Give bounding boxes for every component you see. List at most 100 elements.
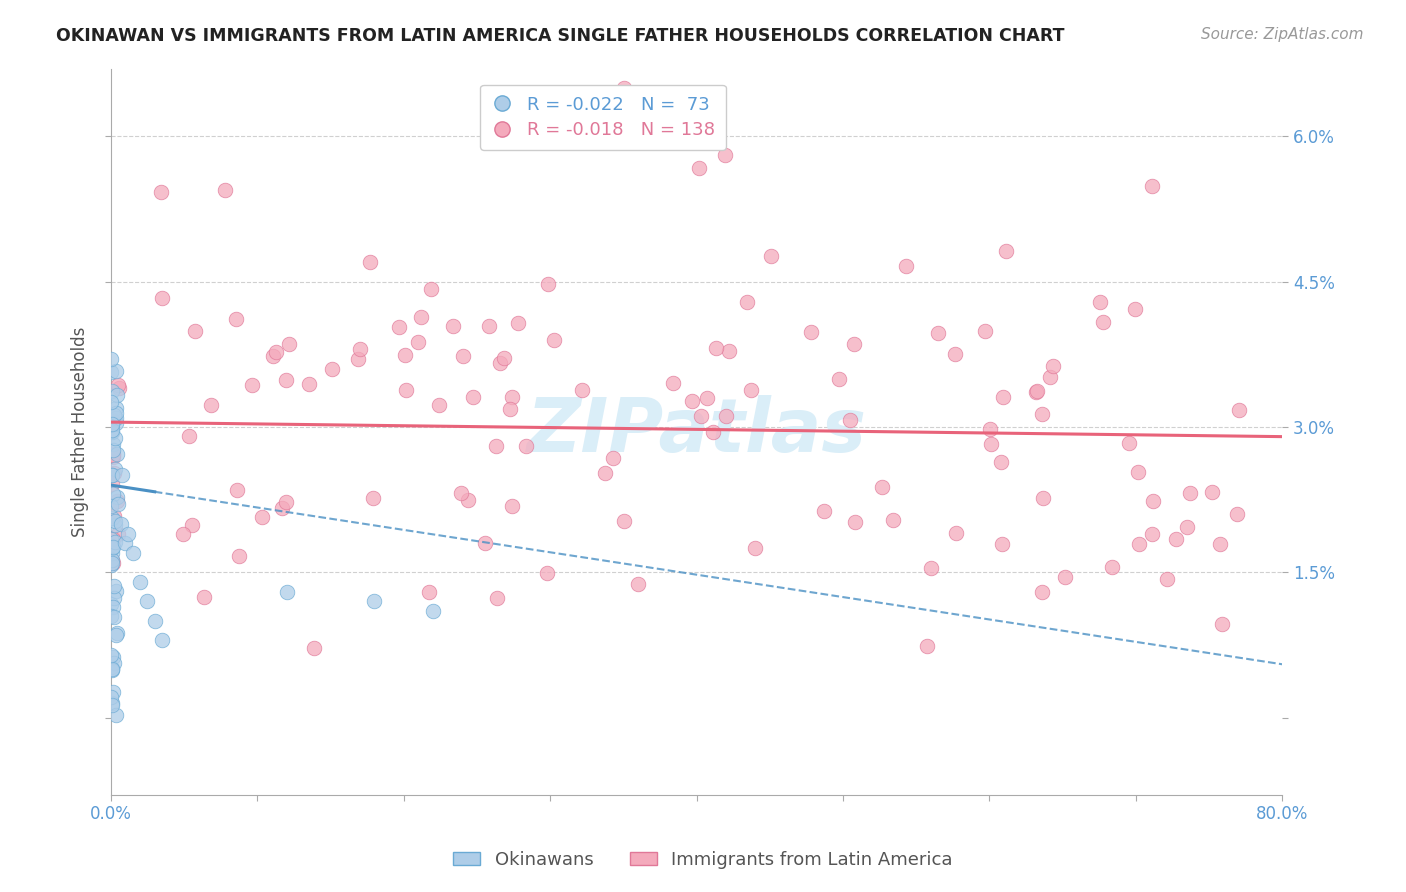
Point — [1042, 359, 1064, 373]
Point — [395, 384, 418, 398]
Point — [107, 378, 129, 392]
Point — [101, 417, 124, 432]
Point — [945, 526, 967, 541]
Point — [1053, 569, 1076, 583]
Point — [100, 425, 122, 440]
Point — [839, 413, 862, 427]
Point — [1227, 403, 1250, 417]
Point — [101, 662, 124, 676]
Point — [461, 390, 484, 404]
Point — [104, 535, 127, 549]
Point — [543, 333, 565, 347]
Point — [104, 584, 127, 599]
Point — [486, 591, 509, 605]
Point — [104, 411, 127, 425]
Point — [973, 324, 995, 338]
Point — [104, 416, 127, 430]
Point — [991, 390, 1014, 404]
Point — [501, 499, 523, 513]
Point — [101, 447, 124, 461]
Point — [101, 468, 124, 483]
Point — [363, 594, 385, 608]
Point — [100, 395, 122, 409]
Point — [101, 437, 124, 451]
Point — [103, 657, 125, 671]
Point — [101, 540, 124, 554]
Point — [422, 604, 444, 618]
Point — [702, 425, 724, 439]
Point — [240, 377, 263, 392]
Point — [1208, 537, 1230, 551]
Point — [920, 561, 942, 575]
Point — [114, 536, 136, 550]
Point — [298, 376, 321, 391]
Point — [1123, 301, 1146, 316]
Point — [1032, 491, 1054, 505]
Point — [321, 361, 343, 376]
Point — [450, 485, 472, 500]
Point — [813, 504, 835, 518]
Point — [100, 365, 122, 379]
Point — [105, 388, 128, 402]
Point — [101, 442, 124, 457]
Point — [457, 493, 479, 508]
Point — [492, 351, 515, 365]
Point — [759, 249, 782, 263]
Point — [409, 310, 432, 324]
Point — [103, 409, 125, 423]
Point — [714, 409, 737, 423]
Point — [101, 664, 124, 678]
Point — [1031, 585, 1053, 599]
Point — [103, 609, 125, 624]
Point — [995, 244, 1018, 258]
Point — [681, 394, 703, 409]
Point — [149, 185, 172, 199]
Point — [915, 639, 938, 653]
Point — [1164, 532, 1187, 546]
Point — [105, 625, 128, 640]
Point — [896, 259, 918, 273]
Point — [359, 255, 381, 269]
Point — [489, 356, 512, 370]
Point — [100, 690, 122, 705]
Point — [1142, 494, 1164, 508]
Point — [101, 685, 124, 699]
Point — [107, 494, 129, 508]
Point — [101, 533, 124, 547]
Point — [101, 417, 124, 432]
Point — [1025, 384, 1047, 399]
Point — [262, 349, 284, 363]
Point — [1128, 537, 1150, 551]
Point — [536, 566, 558, 580]
Point — [103, 591, 125, 606]
Point — [478, 318, 501, 333]
Point — [515, 439, 537, 453]
Point — [105, 628, 128, 642]
Point — [740, 383, 762, 397]
Point — [104, 707, 127, 722]
Point — [101, 448, 124, 462]
Point — [101, 541, 124, 555]
Point — [101, 413, 124, 427]
Text: OKINAWAN VS IMMIGRANTS FROM LATIN AMERICA SINGLE FATHER HOUSEHOLDS CORRELATION C: OKINAWAN VS IMMIGRANTS FROM LATIN AMERIC… — [56, 27, 1064, 45]
Point — [388, 320, 411, 334]
Point — [105, 490, 128, 504]
Point — [117, 526, 139, 541]
Point — [150, 633, 173, 648]
Legend: R = -0.022   N =  73, R = -0.018   N = 138: R = -0.022 N = 73, R = -0.018 N = 138 — [479, 85, 725, 150]
Point — [842, 337, 865, 351]
Point — [441, 318, 464, 333]
Point — [872, 479, 894, 493]
Point — [103, 508, 125, 523]
Point — [418, 585, 440, 599]
Point — [501, 390, 523, 404]
Point — [1142, 178, 1164, 193]
Point — [100, 532, 122, 546]
Point — [181, 517, 204, 532]
Point — [101, 487, 124, 501]
Point — [101, 696, 124, 710]
Point — [990, 455, 1012, 469]
Point — [103, 466, 125, 480]
Point — [214, 183, 236, 197]
Point — [1226, 508, 1249, 522]
